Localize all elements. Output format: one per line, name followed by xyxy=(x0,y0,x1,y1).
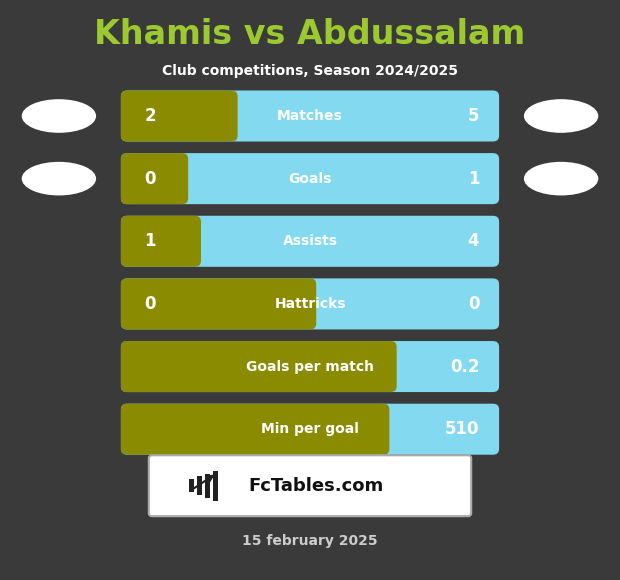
Ellipse shape xyxy=(22,162,96,195)
FancyBboxPatch shape xyxy=(121,216,499,267)
Text: 5: 5 xyxy=(467,107,479,125)
Text: 1: 1 xyxy=(144,232,156,251)
Text: 0: 0 xyxy=(144,169,156,188)
Text: Hattricks: Hattricks xyxy=(274,297,346,311)
Text: 1: 1 xyxy=(467,169,479,188)
FancyBboxPatch shape xyxy=(121,341,499,392)
Text: 2: 2 xyxy=(144,107,156,125)
FancyBboxPatch shape xyxy=(205,473,210,498)
FancyBboxPatch shape xyxy=(121,153,499,204)
Text: 510: 510 xyxy=(445,420,479,438)
FancyBboxPatch shape xyxy=(121,90,499,142)
Text: Club competitions, Season 2024/2025: Club competitions, Season 2024/2025 xyxy=(162,64,458,78)
Text: Min per goal: Min per goal xyxy=(261,422,359,436)
FancyBboxPatch shape xyxy=(121,278,499,329)
FancyBboxPatch shape xyxy=(121,404,389,455)
Text: 15 february 2025: 15 february 2025 xyxy=(242,534,378,548)
FancyBboxPatch shape xyxy=(121,216,201,267)
Ellipse shape xyxy=(524,99,598,133)
FancyBboxPatch shape xyxy=(149,455,471,516)
FancyBboxPatch shape xyxy=(197,477,202,495)
FancyBboxPatch shape xyxy=(213,471,218,501)
Text: Goals per match: Goals per match xyxy=(246,360,374,374)
Text: Assists: Assists xyxy=(283,234,337,248)
Text: 0: 0 xyxy=(467,295,479,313)
FancyBboxPatch shape xyxy=(189,479,194,492)
FancyBboxPatch shape xyxy=(121,341,397,392)
Ellipse shape xyxy=(22,99,96,133)
FancyBboxPatch shape xyxy=(121,404,499,455)
FancyBboxPatch shape xyxy=(121,278,316,329)
Text: FcTables.com: FcTables.com xyxy=(249,477,384,495)
Text: 0.2: 0.2 xyxy=(450,357,479,376)
Text: 0: 0 xyxy=(144,295,156,313)
Ellipse shape xyxy=(524,162,598,195)
FancyBboxPatch shape xyxy=(121,90,237,142)
FancyBboxPatch shape xyxy=(121,153,188,204)
Text: 4: 4 xyxy=(467,232,479,251)
Text: Khamis vs Abdussalam: Khamis vs Abdussalam xyxy=(94,19,526,51)
Text: Goals: Goals xyxy=(288,172,332,186)
Text: Matches: Matches xyxy=(277,109,343,123)
